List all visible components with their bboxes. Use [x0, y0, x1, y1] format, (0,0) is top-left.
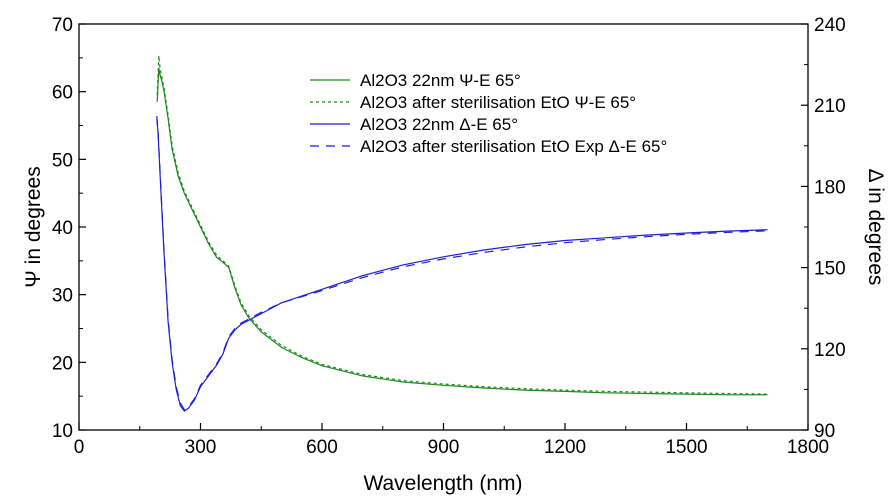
y-right-tick-label: 90 [814, 421, 835, 442]
series-line-0 [156, 67, 768, 396]
legend-label-0: Al2O3 22nm Ψ-E 65° [360, 71, 521, 90]
series-line-2 [156, 118, 768, 412]
y-left-tick-label: 20 [52, 353, 73, 374]
y-left-tick-label: 30 [52, 286, 73, 307]
y-right-tick-label: 120 [814, 340, 846, 361]
legend: Al2O3 22nm Ψ-E 65° Al2O3 after sterilisat… [310, 71, 667, 156]
y-left-tick-label: 60 [52, 83, 73, 104]
y-right-tick-label: 210 [814, 96, 846, 117]
x-tick-label: 300 [185, 437, 217, 458]
y-axis-left-title: Ψ in degrees [22, 166, 45, 287]
y-right-tick-label: 240 [814, 15, 846, 36]
y-left-tick-label: 40 [52, 218, 73, 239]
series-layer [156, 55, 768, 412]
x-tick-label: 1200 [544, 437, 586, 458]
x-tick-label: 600 [306, 437, 338, 458]
x-tick-label: 0 [74, 437, 85, 458]
y-left-tick-label: 50 [52, 150, 73, 171]
series-line-1 [156, 55, 768, 395]
y-right-tick-label: 150 [814, 259, 846, 280]
x-tick-label: 1500 [665, 437, 707, 458]
ticks-layer: 0 300 600 900 1200 1500 1800 10 20 30 40 50 60 70 90 12… [52, 15, 846, 458]
x-tick-label: 900 [428, 437, 460, 458]
legend-label-2: Al2O3 22nm Δ-E 65° [360, 115, 518, 134]
legend-label-3: Al2O3 after sterilisation EtO Exp Δ-E 65… [360, 137, 667, 156]
x-axis-title: Wavelength (nm) [363, 472, 522, 495]
x-tick-label: 1800 [787, 437, 829, 458]
y-right-tick-label: 180 [814, 177, 846, 198]
legend-label-1: Al2O3 after sterilisation EtO Ψ-E 65° [360, 93, 636, 112]
y-left-tick-label: 10 [52, 421, 73, 442]
series-line-3 [156, 115, 768, 411]
y-left-tick-label: 70 [52, 15, 73, 36]
y-axis-right-title: Δ in degrees [864, 169, 887, 286]
